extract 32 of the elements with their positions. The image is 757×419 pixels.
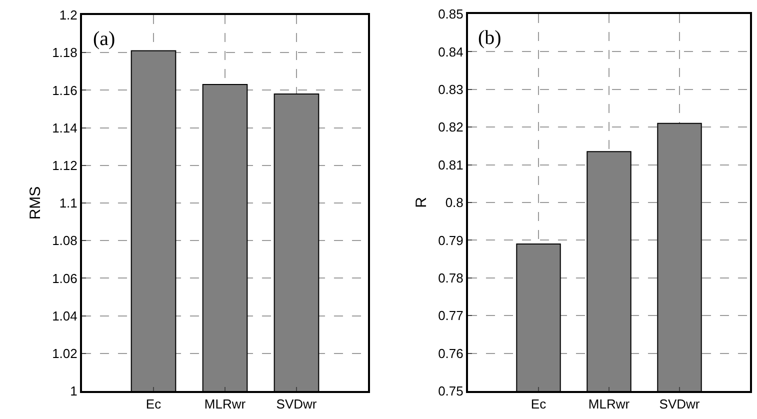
x-tick-label: MLRwr [588,396,630,412]
x-tick-label: SVDwr [659,396,700,412]
y-tick-label: 0.79 [438,232,464,248]
y-tick-label: 1.12 [52,158,78,173]
y-tick-label: 0.83 [438,82,464,97]
y-tick-label: 1.02 [52,346,78,361]
y-tick-label: 1.06 [52,270,78,286]
y-tick-label: 1.04 [52,308,78,324]
x-tick-label: SVDwr [276,396,318,412]
annotation: (a) [93,28,116,50]
y-tick-label: 0.75 [438,384,464,399]
y-tick-label: 0.8 [445,195,464,210]
y-tick-label: 1.1 [59,196,78,211]
y-tick-label: 0.78 [438,270,464,286]
y-tick-label: 1.16 [52,82,78,98]
y-tick-label: 0.77 [438,308,464,324]
y-tick-label: 0.84 [438,44,464,60]
y-tick-label: 1.2 [59,8,78,23]
x-tick-label: Ec [530,396,547,412]
annotation: (b) [478,27,502,49]
y-tick-label: 0.81 [438,157,464,172]
x-tick-label: MLRwr [204,396,246,412]
y-tick-label: 1.14 [52,120,78,136]
y-tick-label: 0.82 [438,120,464,135]
y-axis-title: R [412,196,430,208]
y-tick-label: 1 [70,384,78,399]
y-tick-label: 1.18 [52,45,78,60]
y-axis-title: RMS [26,186,44,220]
y-tick-label: 1.08 [52,233,78,248]
x-tick-label: Ec [146,396,162,412]
y-tick-label: 0.85 [438,6,464,22]
y-tick-label: 0.76 [438,346,464,361]
